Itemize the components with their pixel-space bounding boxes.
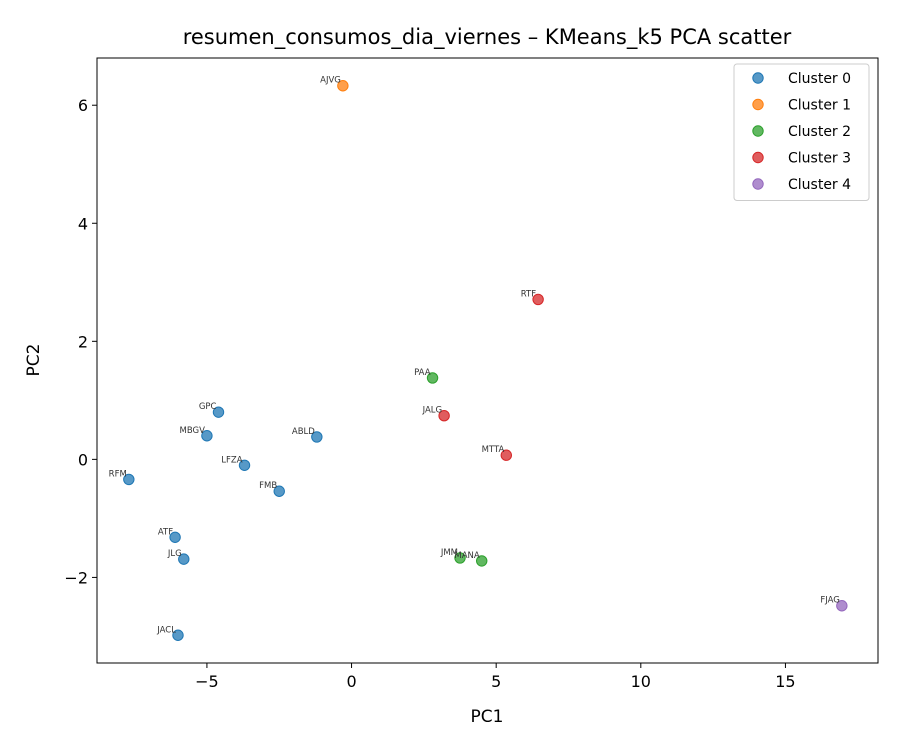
point-label: MANA <box>454 551 480 561</box>
data-point <box>532 293 544 306</box>
y-tick-label: 2 <box>78 332 88 351</box>
x-tick-label: 5 <box>491 672 501 691</box>
data-point <box>273 485 285 497</box>
point-label: AJVG <box>320 76 341 86</box>
legend-marker <box>752 98 764 111</box>
y-axis-label: PC2 <box>24 344 44 377</box>
point-label: JLG <box>167 549 182 559</box>
legend-label: Cluster 2 <box>788 124 851 140</box>
point-label: LFZA <box>221 455 242 465</box>
point-label: FMB <box>259 481 277 491</box>
data-point <box>476 555 488 567</box>
point-label: MBGV <box>179 426 205 436</box>
plot-area-frame <box>96 57 879 664</box>
point-label: RTF <box>521 289 536 299</box>
point-label: JALG <box>422 406 443 416</box>
data-point <box>454 552 466 564</box>
point-label: RFM <box>109 469 127 479</box>
y-tick-label: 6 <box>78 96 88 115</box>
x-axis-label: PC1 <box>471 707 504 727</box>
data-point <box>123 473 135 486</box>
legend-marker <box>752 178 764 190</box>
data-point <box>500 449 513 461</box>
y-tick-label: −2 <box>64 568 88 587</box>
point-label: ATF <box>158 527 173 537</box>
data-point <box>201 430 213 442</box>
data-point <box>438 409 450 422</box>
legend-label: Cluster 3 <box>788 151 851 167</box>
data-point <box>426 372 439 384</box>
legend-frame <box>733 63 870 201</box>
x-tick-label: 15 <box>775 672 795 691</box>
data-point <box>238 459 251 471</box>
legend-label: Cluster 0 <box>788 71 851 87</box>
data-point <box>337 80 349 92</box>
data-point <box>311 431 323 443</box>
data-point <box>172 629 184 641</box>
y-tick-label: 0 <box>78 450 88 469</box>
data-point <box>212 406 225 418</box>
legend-marker <box>752 72 764 84</box>
legend-label: Cluster 4 <box>788 177 851 193</box>
legend: Cluster 0 Cluster 1 Cluster 2 Cluster 3 Clus… <box>733 63 870 201</box>
point-label: FJAG <box>820 596 840 606</box>
legend-label: Cluster 1 <box>788 98 851 114</box>
point-label: GPC <box>199 402 217 412</box>
chart-title: resumen_consumos_dia_viernes – KMeans_k5… <box>183 25 792 50</box>
point-label: JMM <box>440 548 458 558</box>
x-tick-label: 10 <box>631 672 651 691</box>
point-label: JACL <box>156 625 176 635</box>
data-point <box>178 553 190 565</box>
x-tick-label: 0 <box>346 672 356 691</box>
x-tick-label: −5 <box>195 672 219 691</box>
point-label: MTTA <box>482 445 505 455</box>
point-label: ABLD <box>292 427 315 437</box>
legend-marker <box>752 151 764 164</box>
data-point <box>836 600 848 612</box>
y-tick-label: 4 <box>78 214 88 233</box>
data-point <box>169 531 181 543</box>
point-label: PAA <box>414 368 431 378</box>
legend-marker <box>752 125 764 137</box>
